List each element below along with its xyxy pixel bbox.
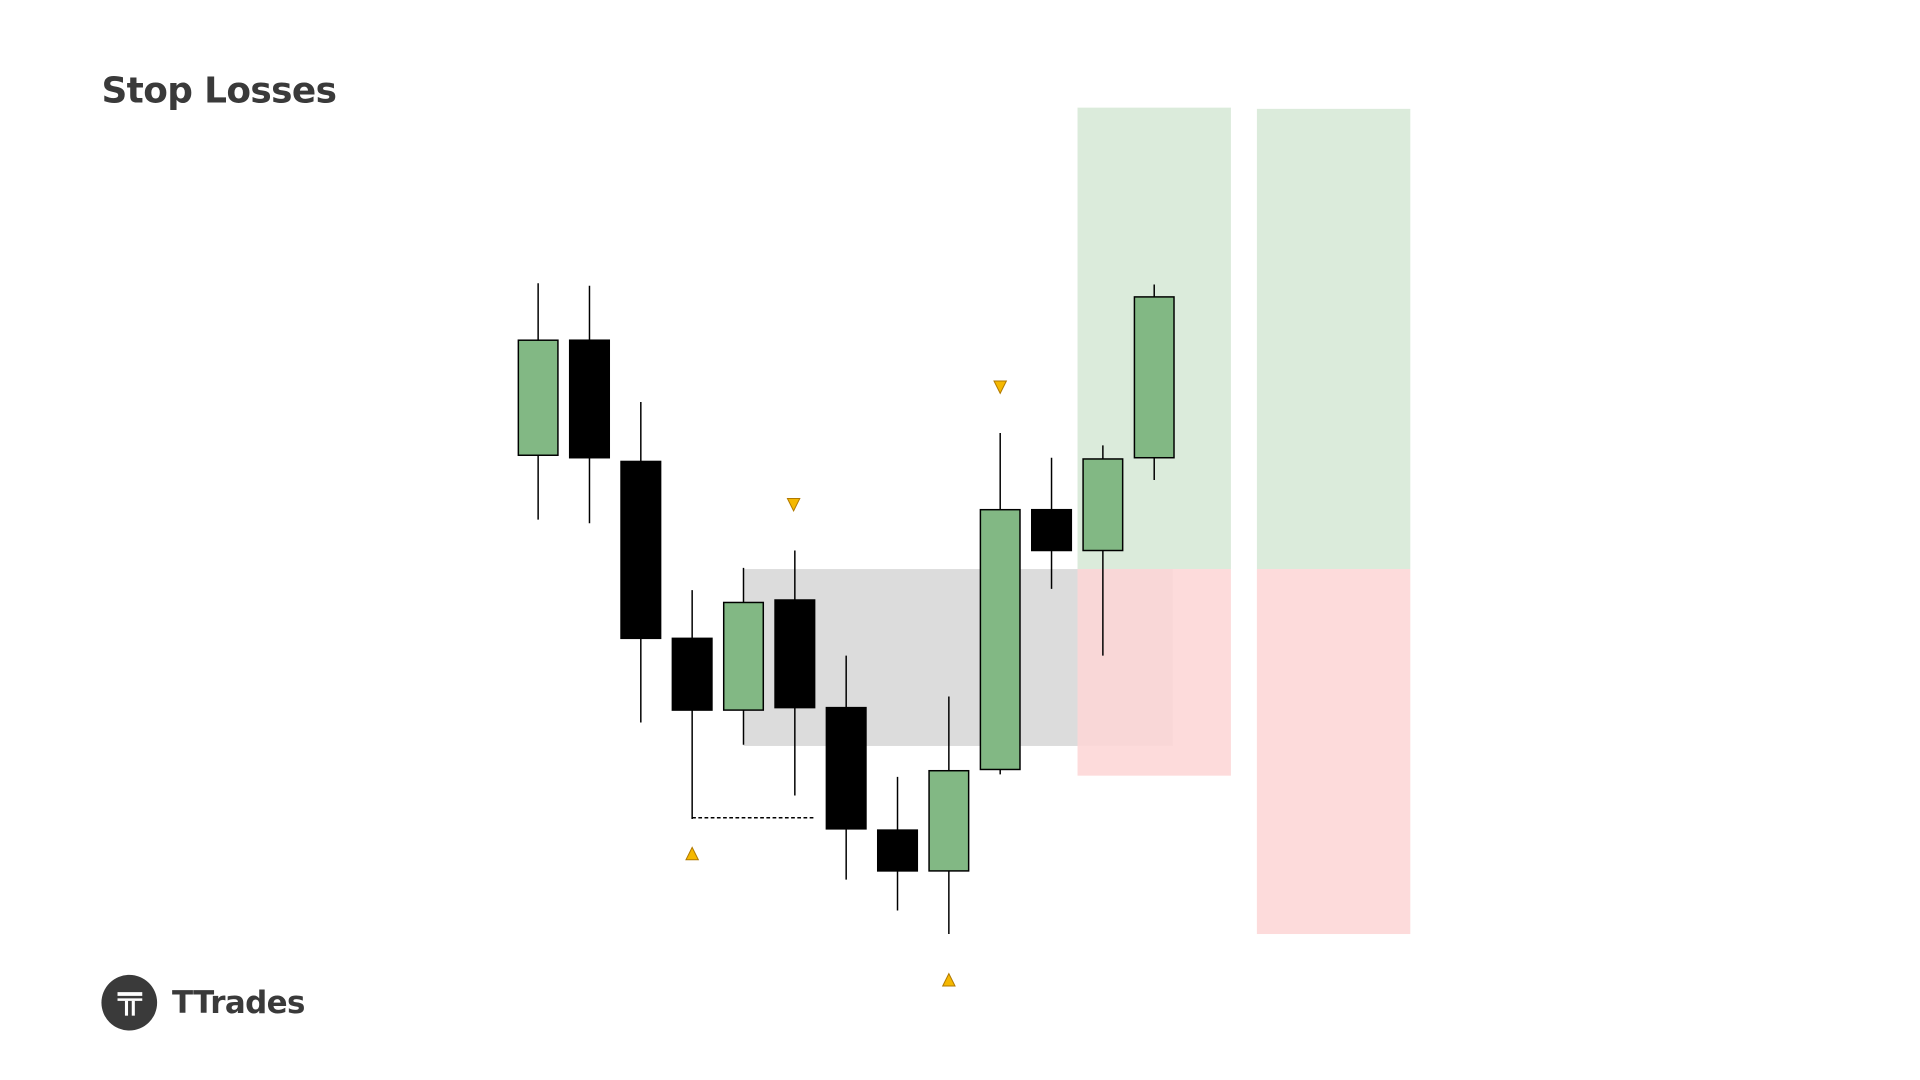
bearish-candle bbox=[825, 706, 867, 830]
swing-low-marker bbox=[941, 972, 956, 987]
bearish-candle bbox=[671, 637, 713, 711]
page-title: Stop Losses bbox=[101, 69, 337, 112]
swing-high-marker bbox=[786, 498, 801, 513]
bearish-candle bbox=[774, 599, 816, 709]
bullish-candle bbox=[979, 508, 1021, 771]
bearish-candle bbox=[568, 339, 611, 459]
t-logo-icon bbox=[101, 974, 158, 1031]
swing-low-marker bbox=[685, 846, 700, 861]
bearish-candle bbox=[876, 829, 919, 872]
bullish-candle bbox=[722, 601, 765, 711]
bearish-candle bbox=[620, 460, 662, 640]
bullish-candle bbox=[517, 339, 559, 456]
profit-zone-2 bbox=[1256, 108, 1411, 570]
stop-loss-zone-1 bbox=[1077, 569, 1231, 776]
bullish-candle bbox=[1133, 296, 1175, 459]
bullish-candle bbox=[928, 769, 970, 872]
swing-high-marker bbox=[993, 380, 1008, 395]
bullish-candle bbox=[1082, 458, 1124, 552]
brand: TTrades bbox=[101, 974, 305, 1031]
brand-name: TTrades bbox=[171, 984, 305, 1021]
stop-loss-zone-2 bbox=[1256, 569, 1411, 935]
bearish-candle bbox=[1030, 508, 1073, 552]
